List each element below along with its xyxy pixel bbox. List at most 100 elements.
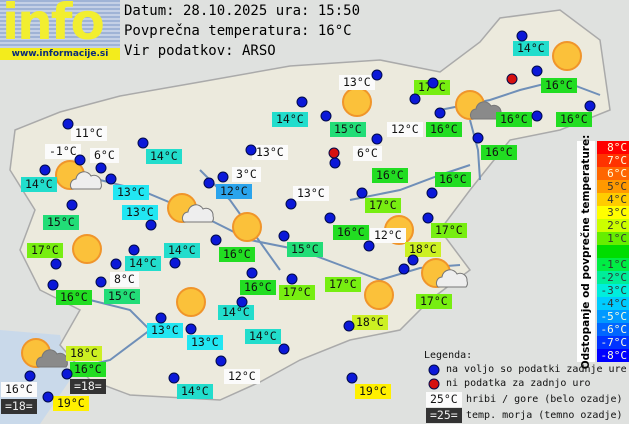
station-temperature: 13°C [122, 205, 158, 220]
station-dot-icon[interactable] [74, 154, 86, 166]
legend-hill-sample: 25°C [426, 392, 462, 407]
station-dot-icon[interactable] [286, 273, 298, 285]
logo-text: info [2, 0, 103, 47]
station-dot-icon[interactable] [245, 144, 257, 156]
legend-sea-text: temp. morja (temno ozadje) [466, 410, 623, 421]
station-dot-icon[interactable] [217, 171, 229, 183]
station-dot-icon[interactable] [584, 100, 596, 112]
station-dot-icon[interactable] [472, 132, 484, 144]
station-temperature: 16°C [240, 280, 276, 295]
scale-step: 6°C [597, 167, 629, 180]
station-temperature: 16°C [1, 382, 37, 397]
station-dot-icon[interactable] [203, 177, 215, 189]
station-dot-icon[interactable] [210, 234, 222, 246]
station-temperature: 13°C [147, 323, 183, 338]
sun-icon [552, 41, 582, 71]
station-temperature: 17°C [431, 223, 467, 238]
station-dot-icon[interactable] [61, 368, 73, 380]
station-temperature: 18°C [66, 346, 102, 361]
logo[interactable]: info www.informacije.si [0, 0, 120, 60]
station-temperature: 12°C [216, 184, 252, 199]
station-dot-icon[interactable] [343, 320, 355, 332]
station-dot-icon[interactable] [296, 96, 308, 108]
station-dot-icon[interactable] [47, 279, 59, 291]
station-dot-icon[interactable] [278, 343, 290, 355]
legend-hill-text: hribi / gore (belo ozadje) [466, 394, 623, 405]
station-temperature: 12°C [387, 122, 423, 137]
scale-title: Odstopanje od povprečne temperature: [577, 134, 595, 369]
station-dot-icon[interactable] [155, 312, 167, 324]
logo-url[interactable]: www.informacije.si [0, 48, 120, 60]
station-dot-icon[interactable] [185, 323, 197, 335]
scale-step: -1°C [597, 258, 629, 271]
scale-step: 7°C [597, 154, 629, 167]
station-temperature: 17°C [279, 285, 315, 300]
station-dot-icon[interactable] [95, 276, 107, 288]
station-dot-icon[interactable] [285, 198, 297, 210]
station-temperature: 18°C [405, 242, 441, 257]
station-dot-icon[interactable] [409, 93, 421, 105]
scale-step: 1°C [597, 232, 629, 245]
station-dot-icon[interactable] [246, 267, 258, 279]
station-dot-icon[interactable] [50, 258, 62, 270]
station-dot-icon[interactable] [407, 254, 419, 266]
station-temperature: 13°C [252, 145, 288, 160]
scale-step: -5°C [597, 310, 629, 323]
station-dot-icon[interactable] [324, 212, 336, 224]
station-temperature: 12°C [370, 228, 406, 243]
station-dot-icon[interactable] [278, 230, 290, 242]
station-temperature: 19°C [53, 396, 89, 411]
station-dot-icon[interactable] [105, 173, 117, 185]
sun-dark-cloud-icon [21, 338, 68, 368]
station-temperature: 16°C [219, 247, 255, 262]
station-dot-icon[interactable] [531, 65, 543, 77]
legend-red-dot-icon [428, 378, 440, 390]
station-temperature: 17°C [416, 294, 452, 309]
station-dot-icon[interactable] [422, 212, 434, 224]
station-dot-icon[interactable] [145, 219, 157, 231]
station-dot-icon[interactable] [128, 244, 140, 256]
station-dot-icon[interactable] [363, 240, 375, 252]
station-dot-icon[interactable] [427, 77, 439, 89]
station-dot-icon[interactable] [346, 372, 358, 384]
scale-step: 8°C [597, 141, 629, 154]
station-dot-icon[interactable] [531, 110, 543, 122]
station-dot-icon[interactable] [215, 355, 227, 367]
sun-cloud-icon [55, 160, 102, 190]
station-dot-icon[interactable] [42, 391, 54, 403]
station-temperature: 16°C [372, 168, 408, 183]
legend-title: Legenda: [424, 350, 473, 361]
station-dot-icon[interactable] [371, 133, 383, 145]
station-dot-icon[interactable] [320, 110, 332, 122]
station-temperature: 16°C [333, 225, 369, 240]
station-dot-icon[interactable] [24, 370, 36, 382]
station-dot-icon[interactable] [169, 257, 181, 269]
station-no-data-dot-icon[interactable] [506, 73, 518, 85]
station-temperature: 14°C [272, 112, 308, 127]
station-dot-icon[interactable] [110, 258, 122, 270]
station-dot-icon[interactable] [95, 162, 107, 174]
station-dot-icon[interactable] [356, 187, 368, 199]
station-dot-icon[interactable] [66, 199, 78, 211]
sun-icon [72, 234, 102, 264]
station-dot-icon[interactable] [62, 118, 74, 130]
station-temperature: 17°C [27, 243, 63, 258]
station-temperature: 3°C [232, 167, 261, 182]
station-dot-icon[interactable] [39, 164, 51, 176]
scale-step: -2°C [597, 271, 629, 284]
station-dot-icon[interactable] [516, 30, 528, 42]
station-dot-icon[interactable] [236, 296, 248, 308]
station-temperature: 13°C [339, 75, 375, 90]
sun-icon [176, 287, 206, 317]
station-no-data-dot-icon[interactable] [328, 147, 340, 159]
station-temperature: 16°C [481, 145, 517, 160]
legend-red-text: ni podatka za zadnjo uro [446, 378, 591, 389]
station-dot-icon[interactable] [398, 263, 410, 275]
station-dot-icon[interactable] [434, 107, 446, 119]
station-temperature: =18= [70, 379, 106, 394]
station-dot-icon[interactable] [168, 372, 180, 384]
station-dot-icon[interactable] [137, 137, 149, 149]
station-dot-icon[interactable] [426, 187, 438, 199]
station-dot-icon[interactable] [371, 69, 383, 81]
station-dot-icon[interactable] [329, 157, 341, 169]
